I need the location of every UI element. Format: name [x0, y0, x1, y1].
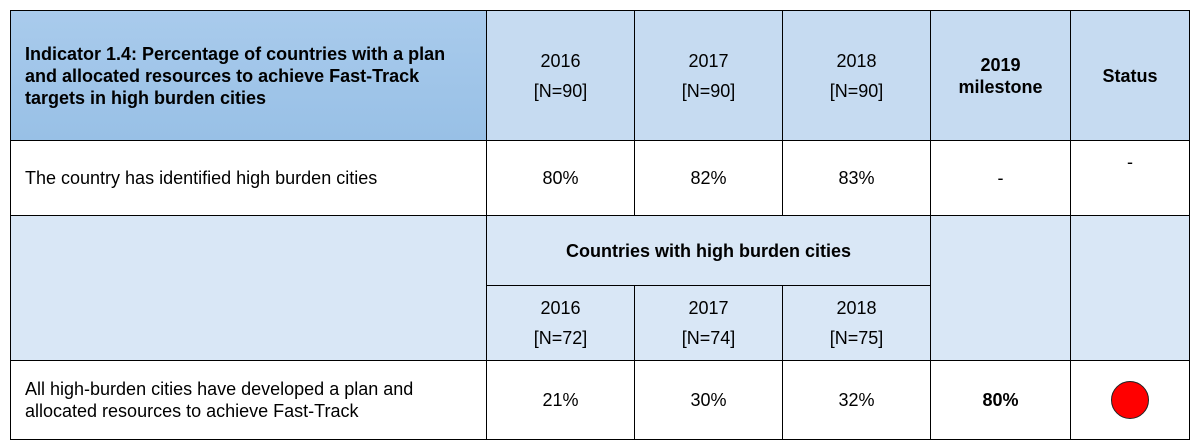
value: 32% [782, 360, 931, 440]
status-header: Status [1070, 10, 1190, 141]
year: 2016 [540, 298, 581, 318]
n: [N=74] [681, 328, 736, 348]
year-header: 2017 [N=90] [634, 10, 783, 141]
blank-cell [930, 215, 1071, 361]
year: 2018 [836, 50, 877, 71]
year-subheader: 2017 [N=74] [634, 285, 783, 361]
year: 2016 [540, 50, 581, 71]
n: [N=75] [829, 328, 884, 348]
year: 2017 [688, 298, 729, 318]
n: [N=90] [681, 80, 736, 101]
year-header: 2018 [N=90] [782, 10, 931, 141]
value: 80% [486, 140, 635, 216]
value: 21% [486, 360, 635, 440]
year: 2018 [836, 298, 877, 318]
status: - [1070, 140, 1190, 216]
year-header: 2016 [N=90] [486, 10, 635, 141]
milestone: 80% [930, 360, 1071, 440]
n: [N=90] [533, 80, 588, 101]
subheader-title: Countries with high burden cities [486, 215, 931, 286]
status-indicator [1111, 381, 1149, 419]
value: 30% [634, 360, 783, 440]
milestone-header: 2019 milestone [930, 10, 1071, 141]
n: [N=72] [533, 328, 588, 348]
n: [N=90] [829, 80, 884, 101]
year: 2017 [688, 50, 729, 71]
blank-cell [1070, 215, 1190, 361]
blank-cell [10, 215, 487, 361]
milestone: - [930, 140, 1071, 216]
year-subheader: 2018 [N=75] [782, 285, 931, 361]
indicator-title: Indicator 1.4: Percentage of countries w… [10, 10, 487, 141]
year-subheader: 2016 [N=72] [486, 285, 635, 361]
value: 82% [634, 140, 783, 216]
row-label: The country has identified high burden c… [10, 140, 487, 216]
row-label: All high-burden cities have developed a … [10, 360, 487, 440]
status [1070, 360, 1190, 440]
value: 83% [782, 140, 931, 216]
